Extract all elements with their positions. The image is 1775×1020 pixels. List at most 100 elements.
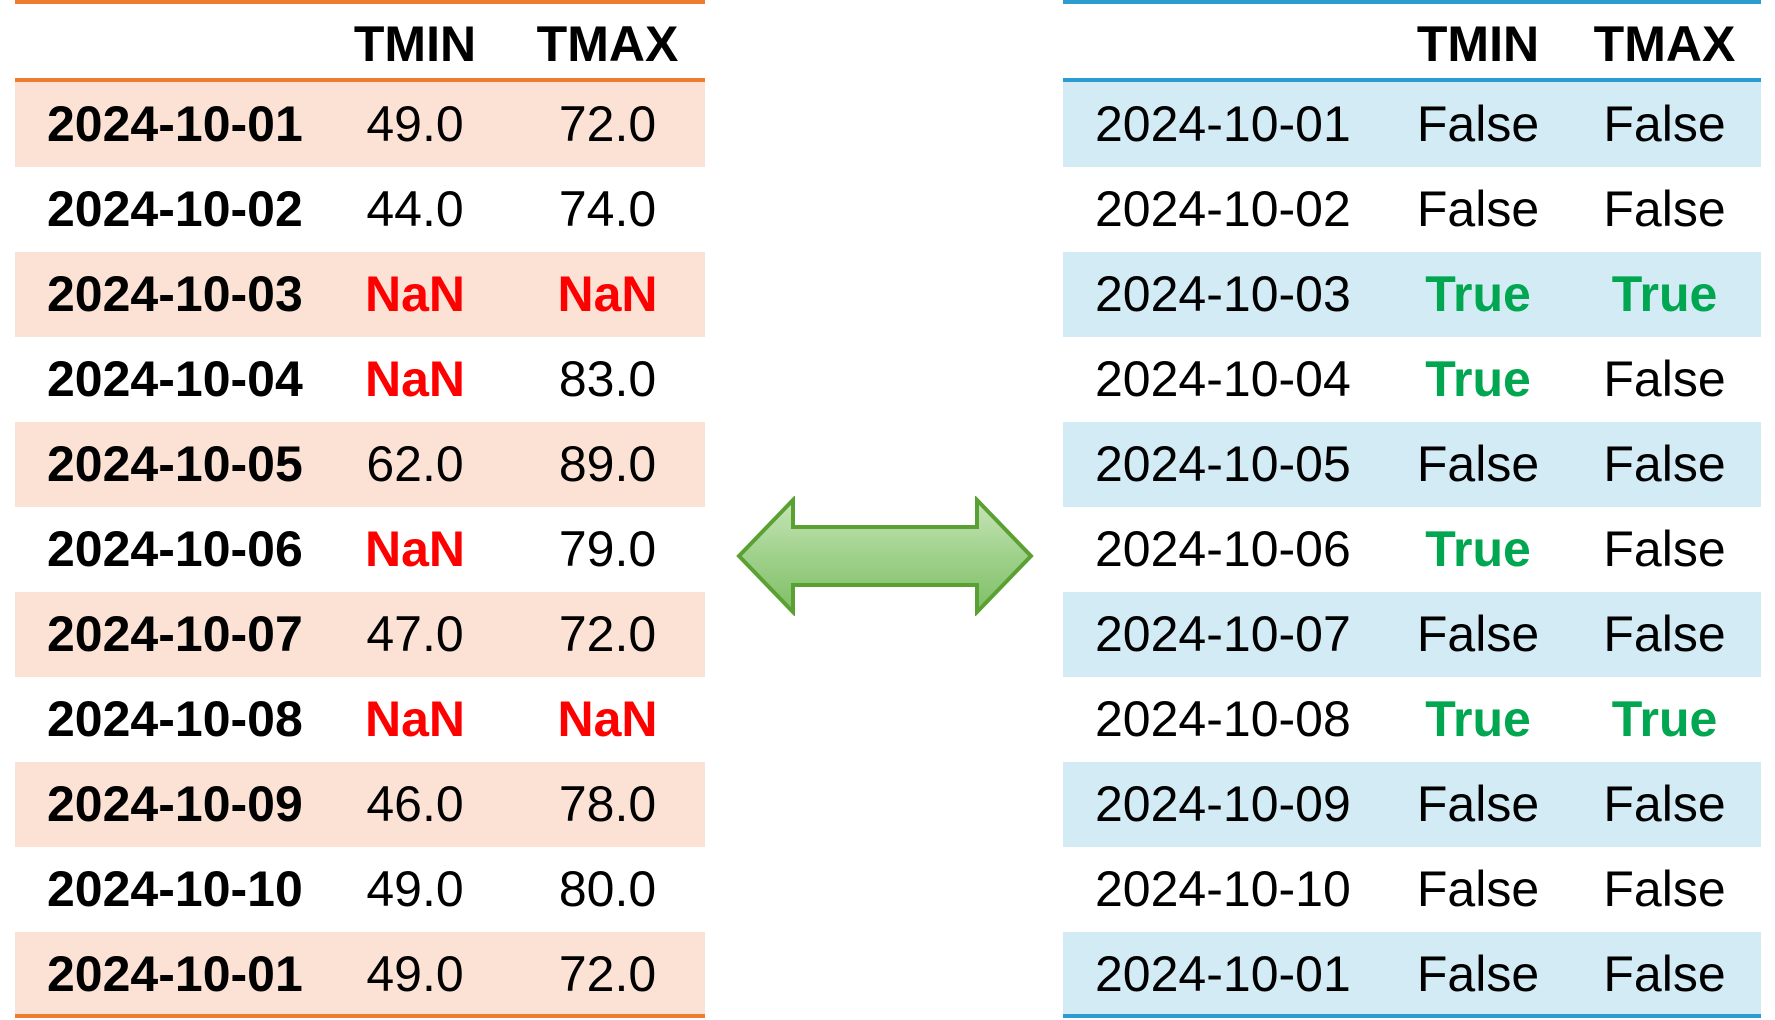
table-bottom-rule [15, 1014, 705, 1018]
table-row: 2024-10-07 47.0 72.0 [15, 592, 705, 677]
table-body: 2024-10-01 False False 2024-10-02 False False… [1063, 82, 1761, 1017]
cell-tmin: False [1416, 606, 1540, 662]
cell-tmin: 47.0 [366, 606, 464, 662]
row-date-index: 2024-10-01 [1095, 946, 1351, 1002]
cell-tmax: 80.0 [558, 861, 657, 917]
table-row: 2024-10-03 NaN NaN [15, 252, 705, 337]
cell-tmax: NaN [557, 266, 658, 322]
cell-tmax: False [1603, 606, 1726, 662]
table-row: 2024-10-10 False False [1063, 847, 1761, 932]
table-top-rule [15, 0, 705, 4]
table-row: 2024-10-02 False False [1063, 167, 1761, 252]
row-date-index: 2024-10-04 [1095, 351, 1351, 407]
table-header-row: TMIN TMAX [1063, 4, 1761, 78]
cell-tmin: False [1416, 946, 1540, 1002]
row-date-index: 2024-10-01 [47, 946, 303, 1002]
table-row: 2024-10-02 44.0 74.0 [15, 167, 705, 252]
row-date-index: 2024-10-08 [47, 691, 303, 747]
table-row: 2024-10-05 False False [1063, 422, 1761, 507]
cell-tmax: 79.0 [558, 521, 657, 577]
row-date-index: 2024-10-10 [47, 861, 303, 917]
header-rule [15, 78, 705, 82]
cell-tmax: 89.0 [558, 436, 657, 492]
table-row: 2024-10-08 True True [1063, 677, 1761, 762]
cell-tmax: 83.0 [558, 351, 657, 407]
cell-tmax: 72.0 [558, 946, 657, 1002]
double-headed-arrow-icon [735, 495, 1035, 617]
cell-tmin: NaN [364, 691, 466, 747]
cell-tmax: 74.0 [558, 181, 657, 237]
row-date-index: 2024-10-09 [1095, 776, 1351, 832]
cell-tmax: False [1603, 776, 1726, 832]
row-date-index: 2024-10-03 [47, 266, 303, 322]
row-date-index: 2024-10-05 [47, 436, 303, 492]
cell-tmin: 62.0 [366, 436, 464, 492]
cell-tmin: 46.0 [366, 776, 464, 832]
cell-tmax: False [1603, 436, 1726, 492]
table-row: 2024-10-07 False False [1063, 592, 1761, 677]
table-row: 2024-10-09 False False [1063, 762, 1761, 847]
row-date-index: 2024-10-01 [1095, 96, 1351, 152]
cell-tmax: False [1603, 351, 1726, 407]
table-row: 2024-10-01 False False [1063, 82, 1761, 167]
cell-tmin: True [1425, 691, 1531, 747]
row-date-index: 2024-10-06 [47, 521, 303, 577]
cell-tmax: NaN [557, 691, 658, 747]
cell-tmin: 44.0 [366, 181, 464, 237]
table-row: 2024-10-05 62.0 89.0 [15, 422, 705, 507]
cell-tmax: 72.0 [558, 606, 657, 662]
cell-tmin: 49.0 [366, 96, 464, 152]
row-date-index: 2024-10-01 [47, 96, 303, 152]
cell-tmax: False [1603, 96, 1726, 152]
row-date-index: 2024-10-02 [47, 181, 303, 237]
column-header-tmax: TMAX [1593, 16, 1736, 72]
column-header-tmin: TMIN [353, 16, 477, 72]
table-row: 2024-10-04 NaN 83.0 [15, 337, 705, 422]
cell-tmin: NaN [364, 521, 466, 577]
cell-tmin: False [1416, 436, 1540, 492]
column-header-tmin: TMIN [1416, 16, 1540, 72]
cell-tmin: False [1416, 861, 1540, 917]
row-date-index: 2024-10-03 [1095, 266, 1351, 322]
row-date-index: 2024-10-07 [1095, 606, 1351, 662]
cell-tmin: False [1416, 776, 1540, 832]
table-body: 2024-10-01 49.0 72.0 2024-10-02 44.0 74.0 2024… [15, 82, 705, 1017]
row-date-index: 2024-10-07 [47, 606, 303, 662]
table-header-row: TMIN TMAX [15, 4, 705, 78]
row-date-index: 2024-10-08 [1095, 691, 1351, 747]
table-row: 2024-10-10 49.0 80.0 [15, 847, 705, 932]
table-bottom-rule [1063, 1014, 1761, 1018]
row-date-index: 2024-10-09 [47, 776, 303, 832]
cell-tmax: True [1611, 691, 1718, 747]
table-row: 2024-10-09 46.0 78.0 [15, 762, 705, 847]
table-row: 2024-10-01 49.0 72.0 [15, 932, 705, 1017]
cell-tmax: False [1603, 861, 1726, 917]
header-rule [1063, 78, 1761, 82]
cell-tmax: False [1603, 181, 1726, 237]
table-row: 2024-10-01 False False [1063, 932, 1761, 1017]
column-header-tmax: TMAX [536, 16, 679, 72]
table-row: 2024-10-08 NaN NaN [15, 677, 705, 762]
table-row: 2024-10-04 True False [1063, 337, 1761, 422]
table-top-rule [1063, 0, 1761, 4]
cell-tmin: False [1416, 181, 1540, 237]
table-row: 2024-10-03 True True [1063, 252, 1761, 337]
row-date-index: 2024-10-04 [47, 351, 303, 407]
cell-tmin: True [1425, 351, 1531, 407]
table-row: 2024-10-06 NaN 79.0 [15, 507, 705, 592]
cell-tmin: True [1425, 521, 1531, 577]
cell-tmax: False [1603, 946, 1726, 1002]
row-date-index: 2024-10-06 [1095, 521, 1351, 577]
cell-tmin: NaN [364, 266, 466, 322]
table-row: 2024-10-06 True False [1063, 507, 1761, 592]
cell-tmax: False [1603, 521, 1726, 577]
cell-tmin: 49.0 [366, 861, 464, 917]
cell-tmax: 78.0 [558, 776, 657, 832]
cell-tmin: 49.0 [366, 946, 464, 1002]
row-date-index: 2024-10-05 [1095, 436, 1351, 492]
cell-tmin: True [1425, 266, 1531, 322]
row-date-index: 2024-10-10 [1095, 861, 1351, 917]
arrow-graphic [736, 495, 1034, 617]
cell-tmax: 72.0 [558, 96, 657, 152]
row-date-index: 2024-10-02 [1095, 181, 1351, 237]
